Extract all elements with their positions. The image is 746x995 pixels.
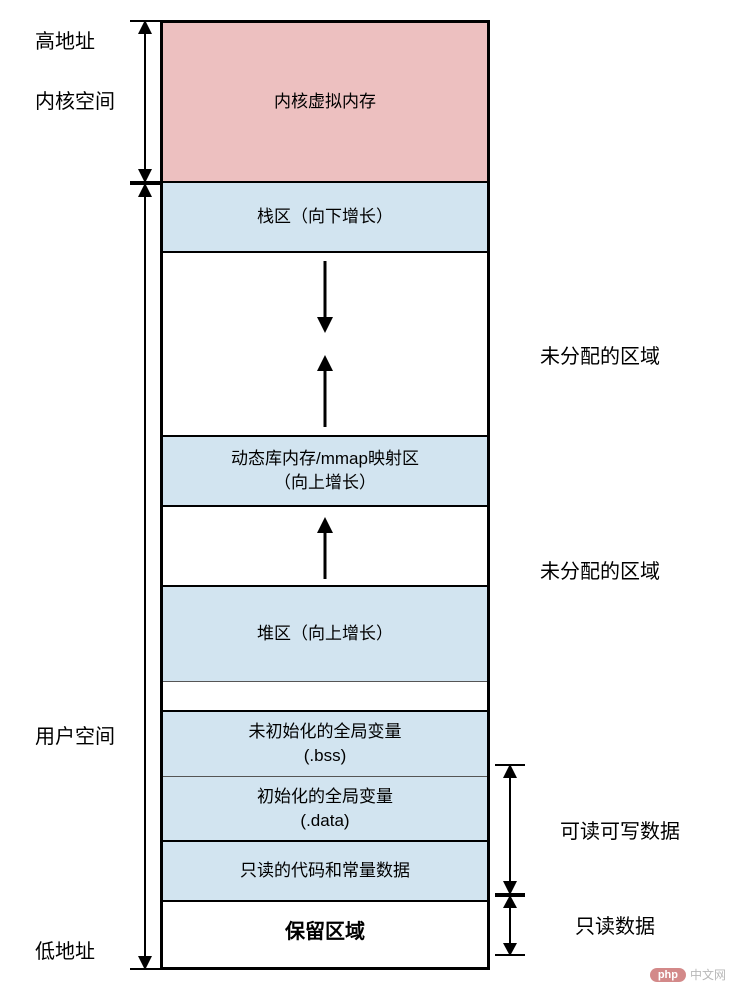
memory-layout-diagram: 内核虚拟内存 栈区（向下增长） 动态库内存/mmap映射区 （向上增长） 堆区（… [160,20,490,970]
region-stack-label: 栈区（向下增长） [257,205,393,229]
region-mmap-label2: （向上增长） [274,471,376,495]
label-unalloc2: 未分配的区域 [540,555,660,584]
label-low-addr: 低地址 [35,935,95,964]
region-bss: 未初始化的全局变量 (.bss) [163,712,487,777]
region-mmap: 动态库内存/mmap映射区 （向上增长） [163,437,487,507]
label-user-space: 用户空间 [35,720,115,749]
label-kernel-space: 内核空间 [35,85,115,114]
watermark-text: 中文网 [690,966,726,983]
region-gap-heap [163,507,487,587]
label-high-addr: 高地址 [35,25,95,54]
label-ro-data: 只读数据 [575,910,655,939]
region-reserved: 保留区域 [163,902,487,962]
region-bss-label1: 未初始化的全局变量 [249,720,402,744]
label-rw-data: 可读可写数据 [560,815,680,844]
bracket-rw-data [495,764,525,895]
region-heap-label: 堆区（向上增长） [257,622,393,646]
region-mmap-label1: 动态库内存/mmap映射区 [231,447,419,471]
arrow-up-icon [313,517,337,579]
arrow-down-icon [313,261,337,333]
region-text-label: 只读的代码和常量数据 [240,859,410,883]
region-gap-mmap-up [163,345,487,437]
region-kernel: 内核虚拟内存 [163,23,487,183]
region-data-label1: 初始化的全局变量 [257,785,393,809]
region-gap-below-heap [163,682,487,712]
region-reserved-label: 保留区域 [285,918,365,946]
region-data-label2: (.data) [300,809,349,833]
bracket-kernel-space [130,20,160,183]
region-bss-label2: (.bss) [304,744,347,768]
region-kernel-label: 内核虚拟内存 [274,90,376,114]
region-text: 只读的代码和常量数据 [163,842,487,902]
arrow-up-icon [313,355,337,427]
region-gap-stack [163,253,487,345]
label-unalloc1: 未分配的区域 [540,340,660,369]
php-badge: php [650,968,686,982]
region-data: 初始化的全局变量 (.data) [163,777,487,842]
region-heap: 堆区（向上增长） [163,587,487,682]
bracket-user-space [130,183,160,970]
region-stack: 栈区（向下增长） [163,183,487,253]
watermark: php 中文网 [650,966,726,983]
bracket-ro-data [495,895,525,956]
